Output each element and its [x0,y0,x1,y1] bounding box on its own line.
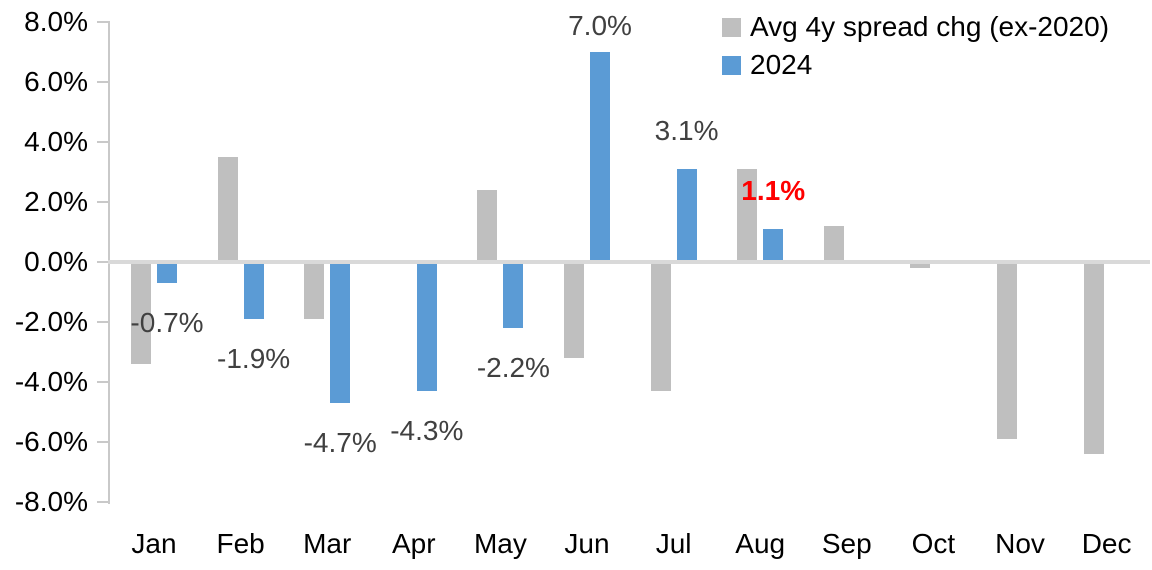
bar-2024-mar [330,262,351,403]
bar-2024-jul [676,169,697,262]
y-tick-label: 4.0% [24,126,88,157]
bar-avg-sep [823,226,844,262]
data-label-feb: -1.9% [217,343,291,374]
x-label-nov: Nov [995,528,1045,559]
y-tick-mark [97,441,110,443]
data-label-jun: 7.0% [568,10,632,41]
y-tick-mark [97,381,110,383]
y-tick-label: -8.0% [14,486,88,517]
data-label-jan: -0.7% [130,307,204,338]
legend-label-2024: 2024 [750,49,813,80]
x-label-jun: Jun [564,528,610,559]
bar-avg-aug [737,169,758,262]
x-label-mar: Mar [303,528,352,559]
data-label-mar: -4.7% [303,427,377,458]
bar-avg-may [477,190,498,262]
bar-2024-apr [416,262,437,391]
bar-avg-oct [910,262,931,268]
data-label-apr: -4.3% [390,415,464,446]
legend-item-avg: Avg 4y spread chg (ex-2020) [722,8,1109,46]
y-tick-label: 6.0% [24,66,88,97]
bar-avg-jul [650,262,671,391]
x-label-aug: Aug [735,528,786,559]
y-tick-mark [97,21,110,23]
y-tick-label: -6.0% [14,426,88,457]
y-tick-label: -2.0% [14,306,88,337]
data-label-jul: 3.1% [654,115,719,146]
x-label-may: May [473,528,527,559]
legend-label-avg: Avg 4y spread chg (ex-2020) [750,11,1110,42]
y-tick-label: 8.0% [24,6,88,37]
x-label-oct: Oct [911,528,956,559]
data-label-may: -2.2% [476,352,550,383]
bar-avg-nov [997,262,1017,439]
x-label-feb: Feb [216,528,265,559]
bar-2024-may [503,262,524,328]
x-label-sep: Sep [821,528,872,559]
bar-avg-mar [304,262,325,319]
bar-avg-dec [1083,262,1104,454]
y-tick-mark [97,81,110,83]
y-tick-mark [97,201,110,203]
bar-2024-aug [763,229,784,262]
bar-2024-feb [243,262,264,319]
y-tick-mark [97,141,110,143]
y-tick-label: -4.0% [14,366,88,397]
x-label-jan: Jan [131,528,177,559]
legend: Avg 4y spread chg (ex-2020) 2024 [722,8,1109,84]
bar-avg-jan [131,262,151,364]
x-label-apr: Apr [392,528,436,559]
bar-2024-jun [590,52,610,262]
y-tick-mark [97,321,110,323]
x-label-jul: Jul [655,528,692,559]
bar-2024-jan [157,262,177,283]
legend-swatch-2024-icon [722,55,741,75]
y-tick-label: 2.0% [24,186,88,217]
x-label-dec: Dec [1081,528,1132,559]
legend-swatch-avg-icon [722,17,741,37]
y-tick-mark [97,501,110,503]
legend-item-2024: 2024 [722,46,1109,84]
y-tick-mark [97,261,110,263]
zero-gridline [108,260,1150,264]
bar-avg-jun [564,262,584,358]
bar-avg-feb [217,157,238,262]
data-label-aug: 1.1% [741,175,806,206]
y-tick-label: 0.0% [24,246,88,277]
